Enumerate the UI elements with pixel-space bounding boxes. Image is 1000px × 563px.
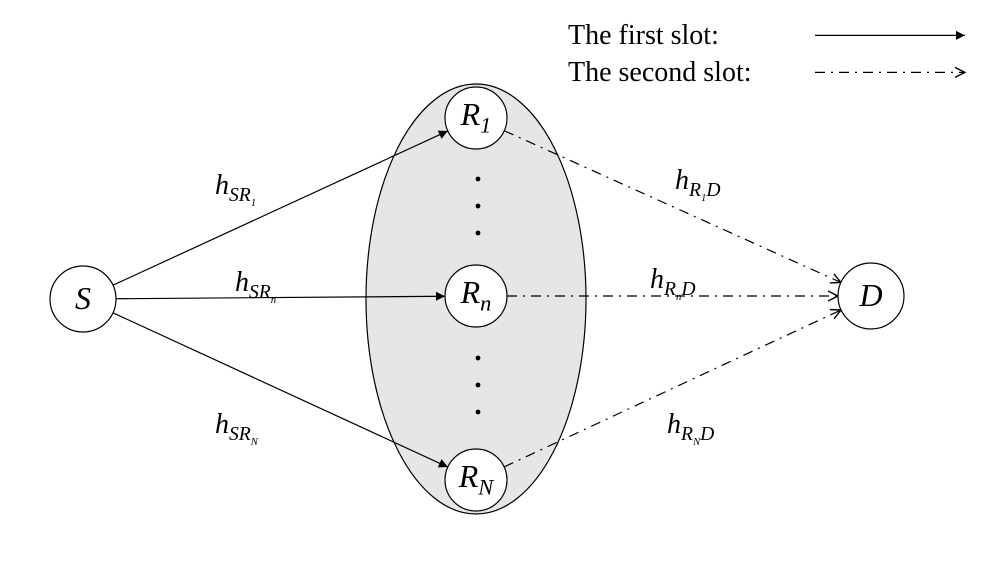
legend-text-slot2: The second slot: — [568, 57, 752, 89]
diagram-svg — [0, 0, 1000, 563]
edge-label-R1-D: hR1D — [675, 165, 721, 204]
node-label-RN: RN — [459, 458, 493, 500]
ellipsis-dot-4 — [476, 383, 481, 388]
edge-label-RN-D: hRND — [667, 409, 714, 448]
edge-label-S-RN: hSRN — [215, 409, 258, 448]
ellipsis-dot-3 — [476, 356, 481, 361]
ellipsis-dot-2 — [476, 231, 481, 236]
ellipsis-dot-5 — [476, 410, 481, 415]
ellipsis-dot-1 — [476, 204, 481, 209]
node-label-R1: R1 — [461, 96, 492, 138]
node-label-Rn: Rn — [461, 274, 492, 316]
edge-label-S-Rn: hSRn — [235, 267, 276, 306]
node-label-S: S — [75, 280, 91, 317]
edge-label-Rn-D: hRnD — [650, 264, 696, 303]
edge-label-S-R1: hSR1 — [215, 170, 256, 209]
node-label-D: D — [859, 277, 882, 314]
ellipsis-dot-0 — [476, 177, 481, 182]
diagram-canvas: hSR1 hSRn hSRN hR1D hRnD hRND S R1 Rn RN D The firs… — [0, 0, 1000, 563]
legend-text-slot1: The first slot: — [568, 20, 719, 52]
